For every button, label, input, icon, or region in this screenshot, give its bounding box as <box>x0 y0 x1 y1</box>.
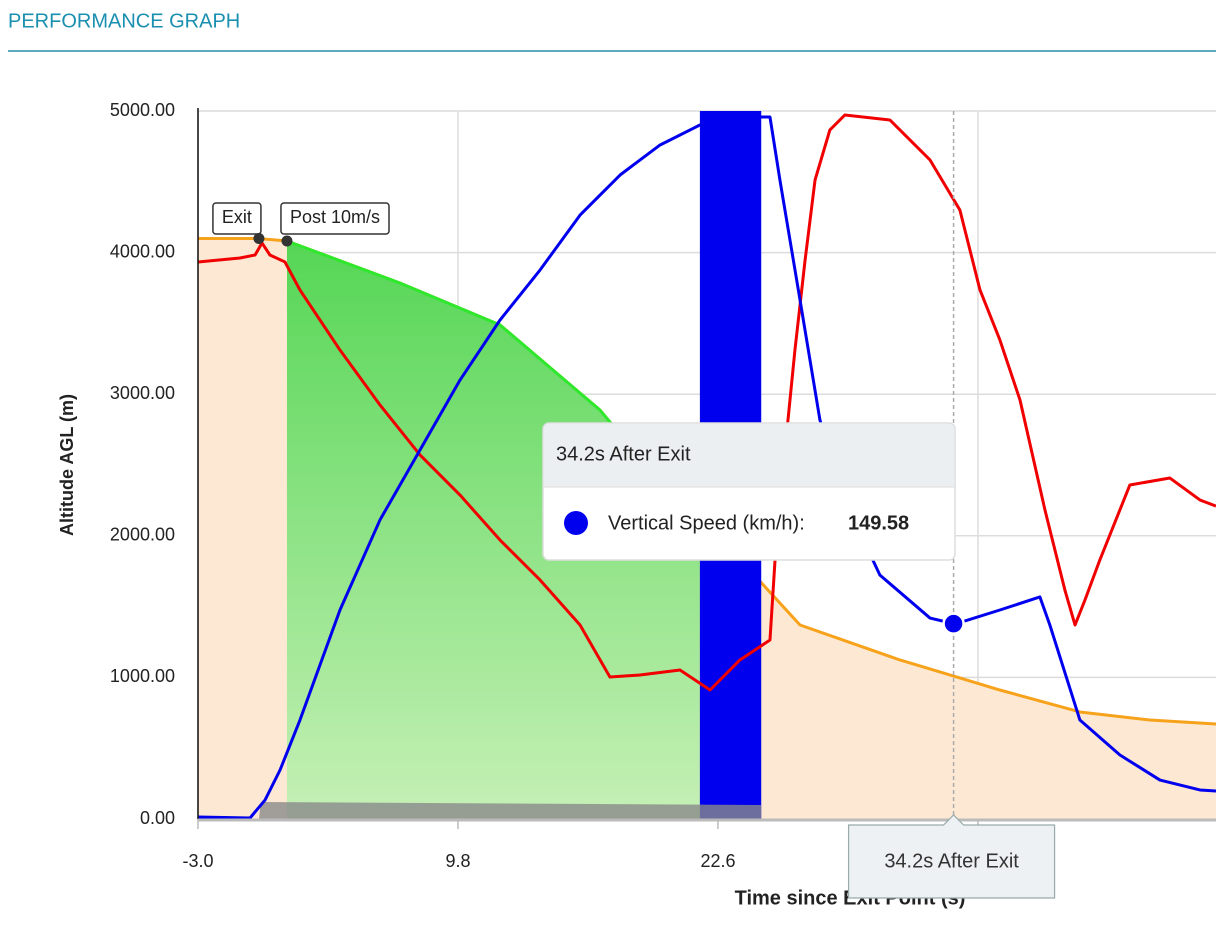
annotation-label: Post 10m/s <box>290 207 380 227</box>
y-tick-label: 0.00 <box>140 808 175 828</box>
y-tick-label: 4000.00 <box>110 241 175 261</box>
x-tick-label: 9.8 <box>445 851 470 871</box>
crosshair-label: 34.2s After Exit <box>884 850 1019 872</box>
y-tick-label: 5000.00 <box>110 100 175 120</box>
x-tick-label: -3.0 <box>182 851 213 871</box>
annotation-point <box>253 233 265 245</box>
tooltip-swatch <box>564 511 588 535</box>
y-tick-label: 3000.00 <box>110 383 175 403</box>
annotation-box <box>280 202 390 235</box>
tooltip-value: 149.58 <box>848 512 909 534</box>
annotation-box <box>212 202 262 235</box>
series-line <box>198 115 1216 820</box>
exit-strip <box>258 802 762 819</box>
annotation-label: Exit <box>222 207 252 227</box>
x-tick-label: 22.6 <box>700 851 735 871</box>
y-axis-label: Altitude AGL (m) <box>57 394 77 536</box>
freefall-area <box>286 240 700 820</box>
y-tick-label: 1000.00 <box>110 666 175 686</box>
page-title: PERFORMANCE GRAPH <box>8 10 240 32</box>
y-tick-label: 2000.00 <box>110 525 175 545</box>
annotation-point <box>281 235 293 247</box>
tooltip-title: 34.2s After Exit <box>556 443 691 465</box>
hover-point <box>942 612 965 635</box>
tooltip-label: Vertical Speed (km/h): <box>608 512 805 534</box>
tooltip-header <box>544 424 954 487</box>
crosshair-label-box <box>847 814 1056 899</box>
